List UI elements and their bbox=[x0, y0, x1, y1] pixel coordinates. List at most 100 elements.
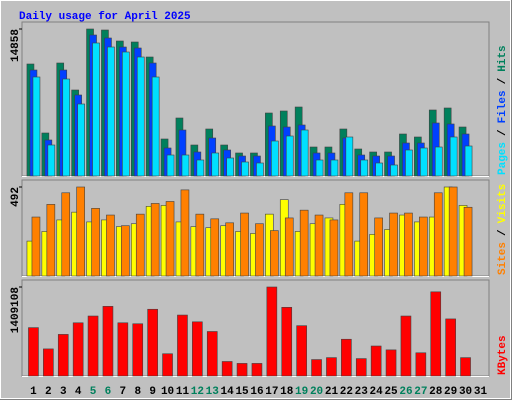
bar bbox=[43, 348, 54, 377]
bar bbox=[315, 159, 324, 177]
legend: KBytes bbox=[497, 335, 509, 375]
bar bbox=[266, 286, 278, 377]
legend: Pages / Files / Hits bbox=[497, 45, 509, 175]
x-tick-label: 15 bbox=[235, 386, 249, 398]
bar bbox=[360, 159, 369, 177]
legend-entry: KBytes bbox=[497, 335, 509, 375]
bar bbox=[147, 308, 158, 377]
legend-separator: / bbox=[497, 129, 509, 136]
bar bbox=[117, 322, 129, 377]
x-tick-label: 21 bbox=[325, 386, 339, 398]
bar bbox=[92, 42, 100, 177]
x-tick-label: 3 bbox=[60, 386, 67, 398]
bar bbox=[241, 161, 249, 177]
bar bbox=[180, 189, 190, 277]
bar bbox=[464, 145, 473, 177]
bar bbox=[107, 46, 115, 177]
legend-entry: Files bbox=[497, 90, 509, 123]
legend-entry: Visits bbox=[497, 184, 509, 224]
bar bbox=[449, 136, 458, 177]
bar bbox=[405, 149, 413, 177]
bar bbox=[256, 162, 264, 177]
bar bbox=[150, 203, 160, 277]
bar bbox=[281, 307, 293, 377]
x-tick-label: 18 bbox=[280, 386, 294, 398]
bar bbox=[192, 321, 203, 377]
bar bbox=[419, 216, 428, 277]
bar bbox=[375, 162, 383, 177]
bar bbox=[136, 56, 145, 177]
bar bbox=[460, 357, 471, 377]
legend-separator: / bbox=[497, 77, 509, 84]
bar bbox=[221, 361, 233, 377]
legend-entry: Sites bbox=[497, 242, 509, 275]
x-tick-label: 28 bbox=[429, 386, 443, 398]
x-tick-label: 13 bbox=[206, 386, 220, 398]
bar bbox=[326, 357, 337, 377]
bar bbox=[76, 186, 85, 277]
bar bbox=[445, 318, 456, 377]
bar bbox=[311, 359, 322, 377]
y-tick-label: 492 bbox=[10, 187, 22, 207]
x-tick-label: 29 bbox=[444, 386, 457, 398]
x-tick-label: 9 bbox=[149, 386, 156, 398]
bar bbox=[345, 136, 354, 177]
x-tick-label: 8 bbox=[134, 386, 141, 398]
bar bbox=[206, 331, 218, 377]
bar bbox=[121, 225, 130, 277]
bar bbox=[226, 157, 234, 177]
x-tick-label: 20 bbox=[310, 386, 323, 398]
bar bbox=[270, 230, 279, 277]
bar bbox=[430, 291, 442, 377]
x-tick-label: 17 bbox=[265, 386, 278, 398]
bar bbox=[300, 129, 309, 177]
bar bbox=[181, 154, 190, 177]
bar bbox=[132, 323, 144, 377]
bar bbox=[255, 223, 264, 277]
bar bbox=[390, 164, 398, 177]
x-tick-label: 30 bbox=[459, 386, 472, 398]
bar bbox=[47, 144, 56, 177]
bar bbox=[251, 363, 263, 377]
bar bbox=[359, 192, 369, 277]
bar bbox=[341, 338, 352, 377]
x-tick-label: 24 bbox=[370, 386, 384, 398]
bar bbox=[236, 363, 248, 377]
bar bbox=[46, 204, 56, 277]
bar bbox=[434, 146, 443, 177]
bar bbox=[91, 208, 100, 277]
x-tick-label: 7 bbox=[120, 386, 127, 398]
bar bbox=[122, 51, 130, 177]
x-tick-label: 4 bbox=[75, 386, 82, 398]
x-tick-label: 31 bbox=[474, 386, 488, 398]
x-tick-label: 1 bbox=[30, 386, 37, 398]
bar bbox=[211, 152, 220, 177]
bar bbox=[165, 201, 175, 277]
bar bbox=[415, 352, 427, 377]
x-tick-label: 22 bbox=[340, 386, 353, 398]
x-tick-label: 25 bbox=[384, 386, 398, 398]
bar bbox=[385, 349, 397, 377]
bar bbox=[166, 154, 175, 177]
x-tick-label: 2 bbox=[45, 386, 52, 398]
bar bbox=[225, 222, 234, 277]
bar bbox=[31, 216, 41, 277]
x-tick-label: 19 bbox=[295, 386, 308, 398]
bar bbox=[355, 358, 367, 377]
bar bbox=[344, 192, 354, 277]
bar bbox=[433, 192, 443, 277]
bar bbox=[420, 147, 428, 177]
bar bbox=[102, 306, 114, 377]
bar bbox=[87, 315, 99, 377]
legend-separator: / bbox=[497, 229, 509, 236]
bar bbox=[77, 103, 85, 177]
legend-entry: Pages bbox=[497, 142, 509, 175]
bar bbox=[404, 212, 413, 277]
bar bbox=[195, 213, 205, 277]
bar bbox=[72, 322, 84, 377]
bar bbox=[271, 140, 279, 177]
bar bbox=[314, 214, 324, 277]
bar bbox=[62, 78, 71, 177]
chart-title: Daily usage for April 2025 bbox=[19, 11, 191, 23]
